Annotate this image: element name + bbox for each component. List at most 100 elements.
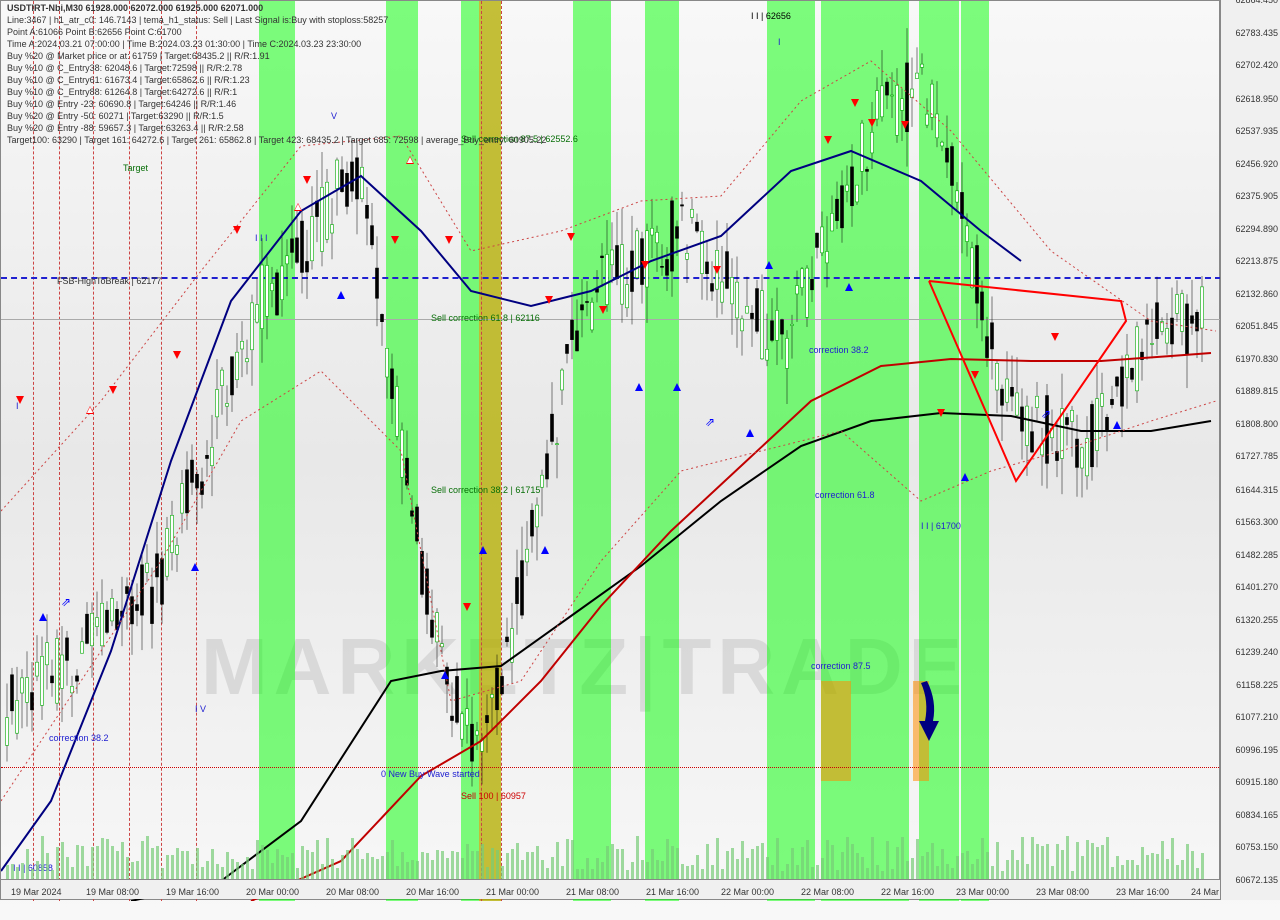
volume-bar [306, 850, 309, 879]
volume-bar [181, 851, 184, 879]
volume-bar [471, 851, 474, 879]
x-tick: 22 Mar 08:00 [801, 887, 854, 897]
arrow-up-icon [746, 429, 754, 437]
volume-bar [736, 859, 739, 879]
arrow-down-icon [824, 136, 832, 144]
volume-bar [76, 845, 79, 879]
volume-bar [526, 852, 529, 879]
volume-bar [426, 853, 429, 879]
volume-bar [906, 861, 909, 879]
volume-bar [231, 859, 234, 879]
volume-bar [776, 838, 779, 879]
volume-bar [1121, 865, 1124, 879]
volume-bar [961, 853, 964, 879]
x-tick: 19 Mar 2024 [11, 887, 62, 897]
volume-bar [631, 862, 634, 879]
volume-bar [351, 838, 354, 879]
volume-bar [356, 849, 359, 879]
volume-bar [226, 852, 229, 879]
arrow-up-icon [845, 283, 853, 291]
volume-bar [236, 862, 239, 879]
x-tick: 19 Mar 08:00 [86, 887, 139, 897]
volume-bar [541, 860, 544, 879]
volume-bar [41, 836, 44, 879]
volume-bar [111, 846, 114, 879]
volume-bar [16, 867, 19, 879]
volume-bar [851, 844, 854, 879]
volume-bar [486, 867, 489, 879]
volume-bar [1076, 842, 1079, 879]
volume-bar [936, 866, 939, 879]
volume-bar [821, 858, 824, 879]
info-line: Buy %10 @ C_Entry88: 61264.8 | Target:64… [7, 87, 237, 97]
y-tick: 62132.860 [1235, 289, 1278, 299]
volume-bar [716, 838, 719, 879]
chart-plot-area[interactable]: MARKETZ|TRADE 62177.000 62071.000 60957.… [0, 0, 1220, 900]
volume-bar [766, 857, 769, 879]
volume-bar [361, 859, 364, 879]
volume-bar [1056, 844, 1059, 879]
volume-bar [806, 840, 809, 879]
volume-bar [566, 839, 569, 879]
volume-bar [1086, 840, 1089, 879]
y-tick: 61158.225 [1236, 680, 1278, 690]
y-tick: 61644.315 [1235, 485, 1278, 495]
volume-bar [881, 871, 884, 879]
volume-bar [386, 852, 389, 879]
volume-bar [901, 837, 904, 879]
volume-bar [786, 864, 789, 879]
volume-bar [1136, 865, 1139, 879]
volume-bar [56, 847, 59, 879]
info-line: Buy %10 @ C_Entry38: 62048.6 | Target:72… [7, 63, 242, 73]
symbol-header: USDTIRT-Nbi,M30 61928.000 62072.000 6192… [7, 3, 263, 13]
volume-bar [696, 855, 699, 879]
volume-bar [1011, 850, 1014, 879]
info-line: Point A:61066 Point B:62656 Point C:6170… [7, 27, 182, 37]
volume-bar [1201, 853, 1204, 879]
volume-bar [1046, 844, 1049, 879]
volume-bar [296, 868, 299, 879]
info-line: Buy %10 @ C_Entry61: 61673.4 | Target:65… [7, 75, 250, 85]
chart-annotation: I I | 62656 [751, 11, 791, 21]
arrow-down-icon [971, 371, 979, 379]
arrow-up-icon [86, 406, 94, 414]
chart-annotation: I I | 61700 [921, 521, 961, 531]
x-tick: 20 Mar 00:00 [246, 887, 299, 897]
volume-bar [626, 870, 629, 879]
volume-bar [1006, 860, 1009, 879]
volume-bar [201, 867, 204, 879]
arrow-down-icon [173, 351, 181, 359]
volume-bar [446, 858, 449, 879]
volume-bar [116, 851, 119, 879]
volume-bar [221, 867, 224, 879]
chart-annotation: V [331, 111, 337, 121]
arrow-down-icon [937, 409, 945, 417]
y-tick: 62051.845 [1235, 321, 1278, 331]
volume-bar [506, 853, 509, 879]
volume-bar [421, 852, 424, 879]
chart-annotation: Sell 100 | 60957 [461, 791, 526, 801]
volume-bar [861, 857, 864, 879]
volume-bar [771, 865, 774, 879]
chart-annotation: 0 New Buy Wave started [381, 769, 480, 779]
y-tick: 60915.180 [1235, 777, 1278, 787]
volume-bar [931, 843, 934, 879]
volume-bar [366, 853, 369, 879]
volume-bar [836, 870, 839, 879]
volume-bar [216, 864, 219, 879]
volume-bar [241, 864, 244, 879]
volume-bar [941, 849, 944, 879]
volume-bar [61, 842, 64, 879]
volume-bar [871, 837, 874, 879]
arrow-down-icon [391, 236, 399, 244]
volume-bar [1061, 850, 1064, 879]
y-tick: 60996.195 [1235, 745, 1278, 755]
fsb-high-line: 62177.000 [1, 277, 1221, 279]
volume-bar [1111, 867, 1114, 879]
y-tick: 61077.210 [1235, 712, 1278, 722]
volume-bar [121, 842, 124, 879]
volume-bar [571, 840, 574, 879]
volume-bar [271, 863, 274, 879]
volume-bar [91, 847, 94, 879]
volume-bar [601, 862, 604, 879]
